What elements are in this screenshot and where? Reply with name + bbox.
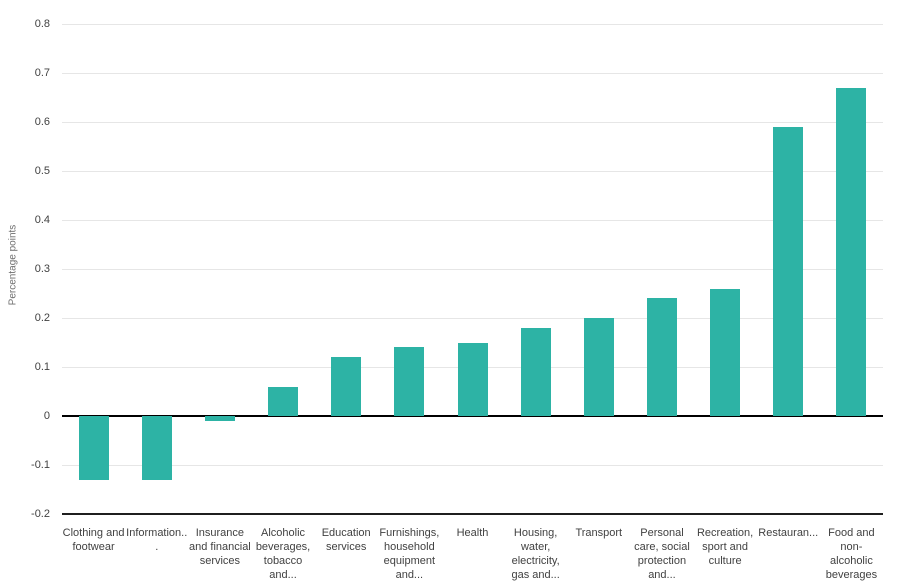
x-axis-label: Food and non-alcoholic beverages	[825, 527, 878, 581]
bar[interactable]	[646, 298, 677, 416]
y-tick-label: -0.1	[31, 458, 50, 471]
gridline	[62, 268, 883, 270]
x-axis-label: Recreation, sport and culture	[696, 527, 754, 567]
y-tick-label: 0.8	[34, 17, 50, 30]
x-axis-label: Information...	[126, 527, 188, 553]
x-axis-label: Housing, water, electricity, gas and...	[511, 527, 560, 581]
bar[interactable]	[394, 347, 425, 416]
y-tick-label: 0.2	[34, 311, 50, 324]
gridline	[62, 317, 883, 319]
y-tick-label: 0.6	[34, 115, 50, 128]
x-axis-label: Furnishings, household equipment and...	[379, 527, 440, 581]
x-axis-label: Health	[456, 527, 489, 539]
y-tick-label: -0.2	[31, 507, 50, 520]
gridline	[62, 219, 883, 221]
gridline	[62, 23, 883, 25]
gridline	[62, 121, 883, 123]
x-axis-label: Alcoholic beverages, tobacco and...	[255, 527, 311, 581]
x-axis-label: Restauran...	[758, 527, 819, 539]
x-axis-label: Education services	[321, 527, 371, 553]
y-tick-label: 0	[43, 409, 50, 422]
bar[interactable]	[836, 87, 867, 416]
bar[interactable]	[268, 386, 299, 416]
y-tick-label: 0.7	[34, 66, 50, 79]
y-tick-label: 0.5	[34, 164, 50, 177]
x-axis-label: Clothing and footwear	[62, 527, 125, 553]
bar[interactable]	[583, 318, 614, 416]
x-axis-line	[62, 513, 883, 515]
bar[interactable]	[520, 327, 551, 416]
zero-line	[62, 415, 883, 417]
bar[interactable]	[457, 342, 488, 416]
bar[interactable]	[331, 357, 362, 416]
bar[interactable]	[710, 288, 741, 416]
gridline	[62, 464, 883, 466]
y-tick-label: 0.3	[34, 262, 50, 275]
y-tick-label: 0.4	[34, 213, 50, 226]
gridline	[62, 72, 883, 74]
bar[interactable]	[204, 416, 235, 421]
x-axis-label: Personal care, social protection and...	[634, 527, 690, 581]
bar[interactable]	[78, 416, 109, 480]
bar[interactable]	[141, 416, 172, 480]
gridline	[62, 170, 883, 172]
x-axis-label: Insurance and financial services	[188, 527, 251, 567]
x-axis-label: Transport	[575, 527, 623, 539]
y-tick-label: 0.1	[34, 360, 50, 373]
bar[interactable]	[773, 126, 804, 416]
